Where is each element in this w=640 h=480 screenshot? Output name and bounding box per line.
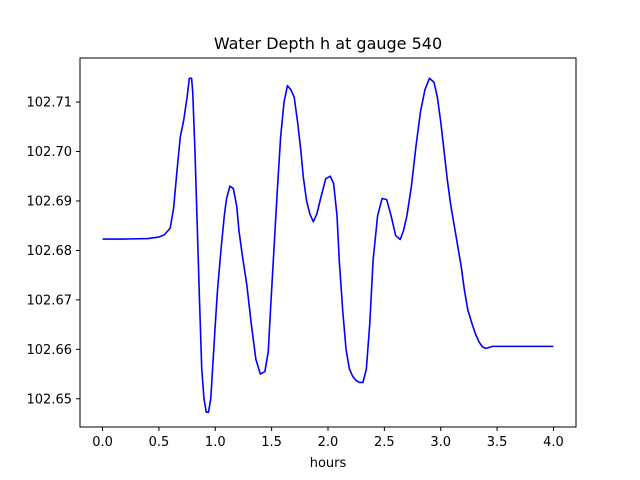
chart-title: Water Depth h at gauge 540 [214,34,442,53]
x-axis-label: hours [310,456,347,471]
x-tick-label: 3.0 [430,435,451,450]
y-tick-label: 102.66 [27,343,73,358]
x-tick-label: 1.0 [205,435,226,450]
y-tick-label: 102.68 [27,244,73,259]
x-axis: 0.0 0.5 1.0 1.5 2.0 2.5 3.0 3.5 4.0 [92,427,564,450]
x-tick-label: 0.5 [149,435,170,450]
y-tick-label: 102.69 [27,194,73,209]
x-tick-label: 0.0 [92,435,113,450]
x-tick-label: 2.5 [374,435,395,450]
y-tick-label: 102.65 [27,392,73,407]
y-tick-label: 102.67 [27,293,73,308]
series-line-0 [102,77,554,413]
x-tick-label: 1.5 [261,435,282,450]
x-tick-label: 4.0 [543,435,564,450]
x-tick-label: 2.0 [318,435,339,450]
x-tick-label: 3.5 [487,435,508,450]
y-axis: 102.65 102.66 102.67 102.68 102.69 102.70 102.… [27,96,80,407]
y-tick-label: 102.71 [27,96,73,111]
y-tick-label: 102.70 [27,145,73,160]
